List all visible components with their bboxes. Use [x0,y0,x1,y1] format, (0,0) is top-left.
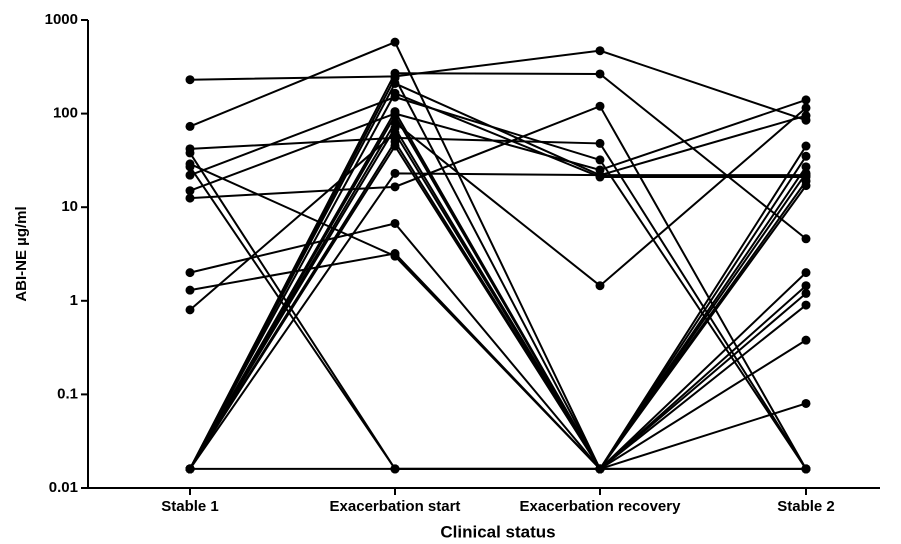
series-line [189,75,807,471]
x-tick-label: Stable 1 [161,498,219,515]
data-point [185,148,195,158]
data-point [595,281,605,291]
y-tick-label: 1000 [45,11,78,28]
data-point [801,141,811,151]
data-point [595,464,605,474]
data-point [801,111,811,121]
data-point [390,182,400,192]
data-point [390,141,400,151]
data-point [801,151,811,161]
series-line [189,40,807,471]
series-line [189,109,807,471]
series-line [189,72,807,470]
data-point [390,37,400,47]
y-tick-label: 1 [70,292,78,309]
data-point [185,162,195,172]
data-point [595,155,605,165]
x-tick-label: Exacerbation recovery [520,498,682,515]
series-line [189,98,807,192]
data-point [185,268,195,278]
data-point [185,186,195,196]
data-point [801,162,811,172]
series-line [189,91,806,470]
data-point [801,181,811,191]
data-point [185,121,195,131]
series-line [189,104,807,470]
data-point [390,88,400,98]
data-point [185,464,195,474]
data-point [801,170,811,180]
data-point [801,335,811,345]
series-line [189,107,807,470]
data-point [595,138,605,148]
data-point [185,75,195,85]
series-line [189,96,807,470]
data-point [801,268,811,278]
data-point [390,123,400,133]
series-line [189,126,807,471]
series-line [189,82,807,470]
series-line [189,144,807,471]
y-axis-label: ABI-NE µg/ml [13,206,30,301]
x-tick-label: Exacerbation start [330,498,461,515]
data-point [390,73,400,83]
data-point [185,285,195,295]
x-tick-label: Stable 2 [777,498,835,515]
data-point [801,398,811,408]
series-line [189,49,807,122]
data-point [801,288,811,298]
data-point [390,249,400,259]
y-tick-label: 100 [53,105,78,122]
data-point [801,234,811,244]
data-point [390,218,400,228]
data-point [801,464,811,474]
data-point [185,193,195,203]
y-tick-label: 0.01 [49,479,78,496]
data-point [801,95,811,105]
data-point [185,170,195,180]
y-tick-label: 0.1 [57,385,78,402]
y-tick-label: 10 [61,198,78,215]
x-axis-label: Clinical status [440,522,555,541]
data-point [390,107,400,117]
data-point [595,170,605,180]
data-point [801,281,811,291]
series-line [189,139,807,471]
data-point [185,305,195,315]
series-line [189,172,806,470]
data-point [595,101,605,111]
data-point [390,464,400,474]
data-point [801,103,811,113]
data-point [595,46,605,56]
series-line [189,222,807,471]
data-point [801,300,811,310]
series-line [189,113,807,471]
data-point [390,168,400,178]
data-point [595,69,605,79]
series-line [189,131,807,471]
